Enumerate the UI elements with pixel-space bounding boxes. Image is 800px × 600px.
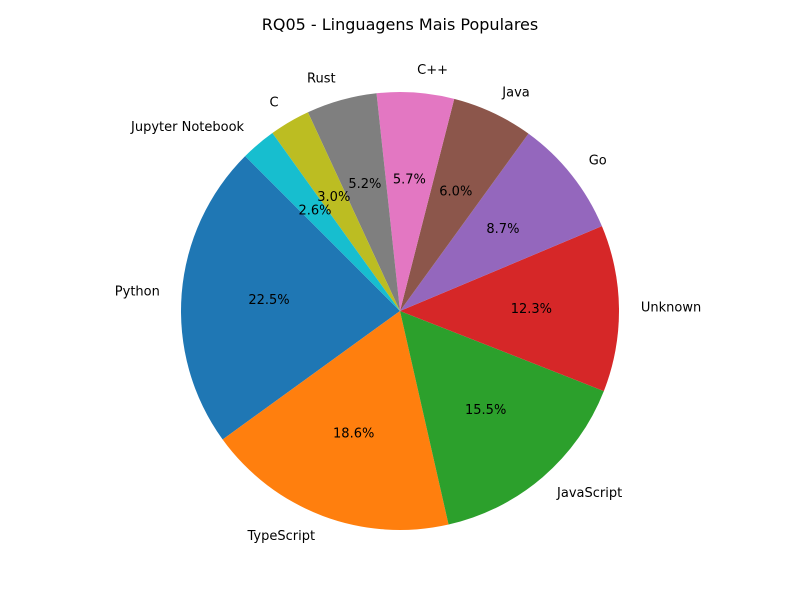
slice-percent-label: 5.7% [393, 172, 426, 187]
slice-label: Java [501, 85, 529, 100]
pie-slice-javascript [400, 311, 604, 525]
slice-percent-label: 3.0% [317, 190, 350, 205]
slice-percent-label: 12.3% [511, 302, 552, 317]
slice-percent-label: 6.0% [439, 185, 472, 200]
slice-label: Unknown [641, 301, 701, 316]
slice-label: Python [115, 284, 160, 299]
slice-label: Rust [307, 71, 336, 86]
slice-percent-label: 5.2% [348, 177, 381, 192]
pie-slice-c- [376, 92, 455, 312]
slice-percent-label: 8.7% [486, 222, 519, 237]
slice-percent-labels: 22.5% 18.6% 15.5% 12.3% 8.7% 6.0% 5.7% 5.2%3.0%… [248, 172, 552, 441]
pie-slice-rust [307, 93, 400, 311]
pie-slice-typescript [222, 311, 449, 530]
slice-label: JavaScript [556, 486, 622, 501]
slice-label: C++ [417, 63, 448, 78]
pie-slice-jupyter-notebook [245, 133, 400, 311]
slice-label: Jupyter Notebook [130, 120, 245, 135]
slice-labels: Python TypeScript JavaScript Unknown Go Java C… [115, 63, 701, 544]
pie-slice-c [272, 112, 400, 311]
slice-label: Go [589, 154, 607, 169]
slice-percent-label: 22.5% [248, 293, 289, 308]
slice-label: TypeScript [247, 529, 316, 544]
pie-slice-python [181, 156, 400, 440]
slice-percent-label: 15.5% [465, 403, 506, 418]
pie-slice-unknown [400, 226, 619, 392]
chart-title: RQ05 - Linguagens Mais Populares [262, 15, 538, 34]
slice-percent-label: 2.6% [298, 203, 331, 218]
pie-slice-go [400, 133, 602, 311]
pie-slice-java [400, 98, 529, 311]
slice-label: C [270, 95, 279, 110]
slice-percent-label: 18.6% [333, 426, 374, 441]
pie-slices [181, 92, 619, 530]
